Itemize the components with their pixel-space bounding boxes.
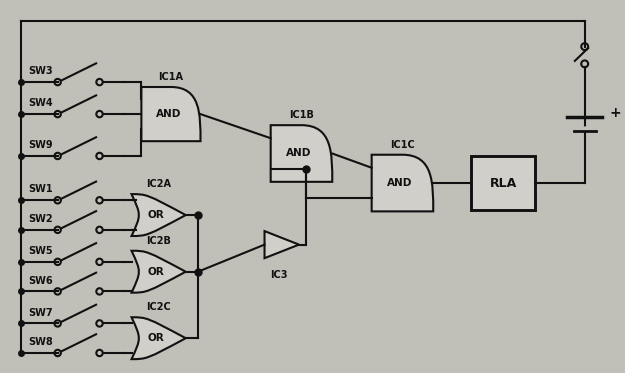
Text: SW8: SW8 — [28, 337, 52, 347]
Text: AND: AND — [388, 178, 412, 188]
Text: OR: OR — [148, 267, 164, 277]
Text: SW5: SW5 — [28, 246, 52, 256]
Text: IC2B: IC2B — [146, 236, 171, 246]
PathPatch shape — [131, 251, 186, 293]
PathPatch shape — [264, 231, 299, 258]
PathPatch shape — [141, 87, 201, 141]
Text: +: + — [609, 106, 621, 120]
Text: SW7: SW7 — [28, 307, 52, 317]
Text: AND: AND — [286, 148, 312, 159]
Text: SW2: SW2 — [28, 214, 52, 224]
Text: SW6: SW6 — [28, 276, 52, 285]
Text: IC1C: IC1C — [390, 140, 415, 150]
Text: IC2A: IC2A — [146, 179, 171, 189]
Text: SW9: SW9 — [28, 140, 52, 150]
Text: OR: OR — [148, 210, 164, 220]
Text: RLA: RLA — [490, 176, 517, 189]
Text: SW3: SW3 — [28, 66, 52, 76]
Text: AND: AND — [156, 109, 181, 119]
Text: IC1B: IC1B — [289, 110, 314, 120]
PathPatch shape — [372, 155, 433, 211]
Text: IC3: IC3 — [271, 270, 288, 280]
PathPatch shape — [131, 317, 186, 359]
Text: SW1: SW1 — [28, 184, 52, 194]
Text: IC2C: IC2C — [146, 303, 171, 312]
Text: IC1A: IC1A — [159, 72, 184, 82]
PathPatch shape — [131, 194, 186, 236]
PathPatch shape — [271, 125, 332, 182]
Bar — [471, 156, 536, 210]
Text: OR: OR — [148, 333, 164, 343]
Text: SW4: SW4 — [28, 98, 52, 108]
